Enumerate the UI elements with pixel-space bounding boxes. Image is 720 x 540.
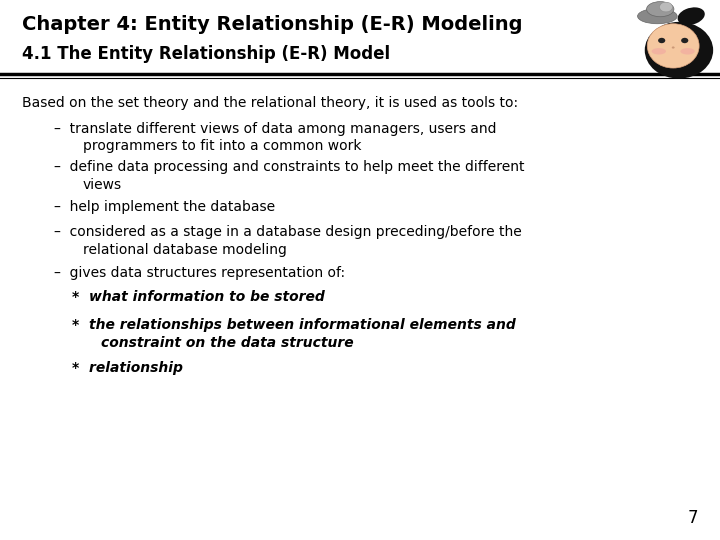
Text: programmers to fit into a common work: programmers to fit into a common work	[83, 139, 361, 153]
Text: Based on the set theory and the relational theory, it is used as tools to:: Based on the set theory and the relation…	[22, 96, 518, 110]
Circle shape	[681, 38, 688, 43]
Ellipse shape	[647, 2, 674, 17]
Ellipse shape	[645, 22, 714, 78]
FancyBboxPatch shape	[0, 0, 720, 73]
Ellipse shape	[638, 9, 677, 24]
Text: –  gives data structures representation of:: – gives data structures representation o…	[54, 266, 345, 280]
Text: Chapter 4: Entity Relationship (E-R) Modeling: Chapter 4: Entity Relationship (E-R) Mod…	[22, 15, 522, 34]
Text: –  translate different views of data among managers, users and: – translate different views of data amon…	[54, 122, 497, 136]
Text: –  define data processing and constraints to help meet the different: – define data processing and constraints…	[54, 160, 524, 174]
Ellipse shape	[678, 8, 705, 25]
Ellipse shape	[647, 24, 699, 68]
Text: –  help implement the database: – help implement the database	[54, 200, 275, 214]
Text: constraint on the data structure: constraint on the data structure	[101, 336, 354, 350]
Text: views: views	[83, 178, 122, 192]
Circle shape	[660, 2, 672, 12]
Text: *  relationship: * relationship	[72, 361, 183, 375]
Text: *  the relationships between informational elements and: * the relationships between informationa…	[72, 318, 516, 332]
Circle shape	[658, 38, 665, 43]
Circle shape	[672, 46, 675, 49]
Ellipse shape	[652, 48, 666, 55]
Text: 4.1 The Entity Relationship (E-R) Model: 4.1 The Entity Relationship (E-R) Model	[22, 45, 390, 63]
Text: 7: 7	[688, 509, 698, 528]
Text: relational database modeling: relational database modeling	[83, 243, 287, 257]
Text: –  considered as a stage in a database design preceding/before the: – considered as a stage in a database de…	[54, 225, 522, 239]
Ellipse shape	[680, 48, 695, 55]
Text: *  what information to be stored: * what information to be stored	[72, 290, 325, 304]
